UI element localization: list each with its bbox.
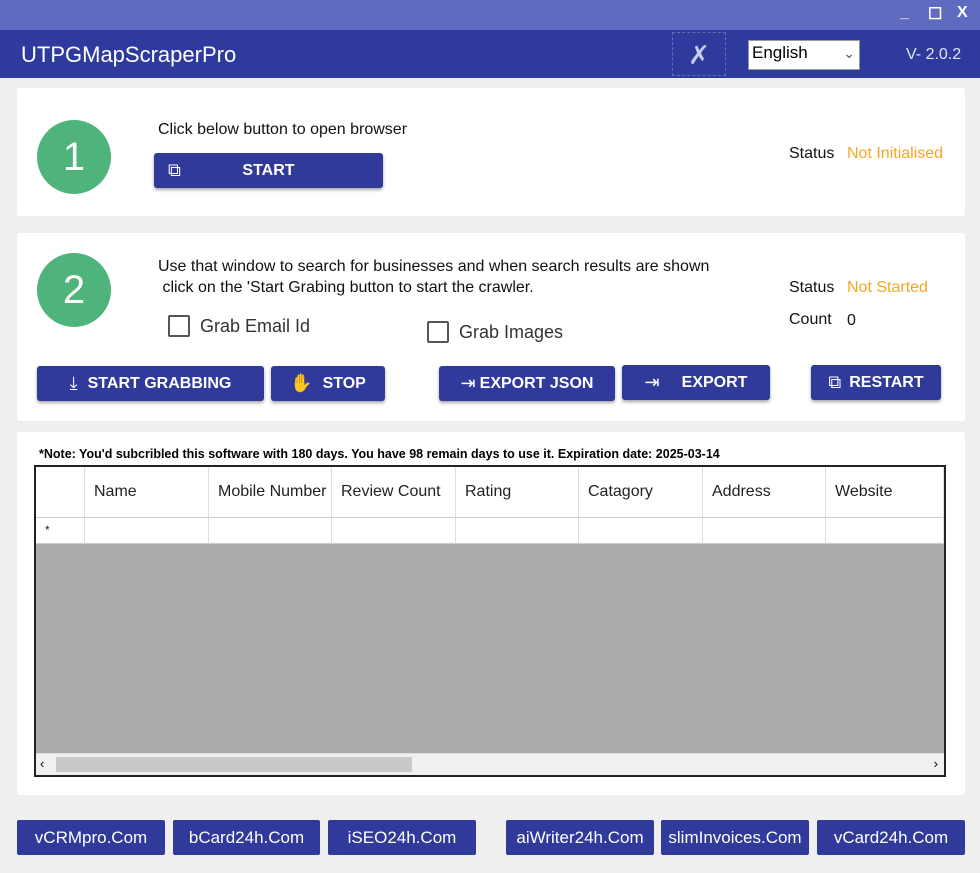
minimize-button[interactable]: _ (900, 4, 909, 21)
step2-badge: 2 (37, 253, 111, 327)
column-header-rating[interactable]: Rating (456, 467, 579, 518)
open-external-icon: ⧉ (828, 372, 842, 392)
stop-button[interactable]: ✋ STOP (271, 366, 385, 401)
status-label: Status (789, 279, 835, 296)
link-vcrmpro[interactable]: vCRMpro.Com (17, 820, 165, 855)
table-cell[interactable] (85, 518, 209, 544)
start-button[interactable]: ⧉ START (154, 153, 383, 188)
horizontal-scrollbar[interactable]: ‹ › (36, 753, 944, 775)
column-header-mobile[interactable]: Mobile Number (209, 467, 332, 518)
close-button[interactable]: X (957, 4, 968, 21)
maximize-button[interactable]: ☐ (928, 6, 943, 23)
step2-panel: 2 Use that window to search for business… (17, 233, 965, 421)
download-tray-icon: ⤓ (69, 373, 78, 393)
column-header-review-count[interactable]: Review Count (332, 467, 456, 518)
restart-label: RESTART (849, 373, 924, 391)
scroll-left-icon[interactable]: ‹ (40, 756, 45, 771)
export-json-label: EXPORT JSON (479, 374, 594, 392)
table-cell[interactable] (826, 518, 944, 544)
language-select[interactable]: English ⌄ (748, 40, 860, 70)
start-grabbing-button[interactable]: ⤓ START GRABBING (37, 366, 264, 401)
table-cell[interactable] (209, 518, 332, 544)
link-sliminvoices[interactable]: slimInvoices.Com (661, 820, 809, 855)
column-header-website[interactable]: Website (826, 467, 944, 518)
table-cell[interactable] (332, 518, 456, 544)
grab-images-label: Grab Images (459, 322, 564, 342)
step1-panel: 1 Click below button to open browser ⧉ ST… (17, 88, 965, 216)
start-grabbing-label: START GRABBING (87, 374, 232, 392)
export-icon: ⇥ (460, 373, 476, 393)
table-cell[interactable] (456, 518, 579, 544)
subscription-note: *Note: You'd subcribled this software wi… (39, 447, 720, 461)
grab-email-checkbox[interactable] (168, 315, 190, 337)
results-table[interactable]: Name Mobile Number Review Count Rating C… (34, 465, 946, 777)
export-button[interactable]: ⇥ EXPORT (622, 365, 770, 400)
link-bcard24h[interactable]: bCard24h.Com (173, 820, 320, 855)
scrollbar-thumb[interactable] (56, 757, 412, 772)
version-label: V- 2.0.2 (906, 46, 962, 63)
open-external-icon: ⧉ (168, 160, 181, 180)
window-titlebar: _ ☐ X (0, 0, 980, 30)
settings-tools-icon[interactable]: ✗ (672, 32, 726, 76)
link-aiwriter24h[interactable]: aiWriter24h.Com (506, 820, 654, 855)
corner-cell (36, 467, 85, 518)
chevron-down-icon: ⌄ (843, 45, 855, 61)
step2-instruction-1: Use that window to search for businesses… (158, 258, 710, 275)
scroll-right-icon[interactable]: › (933, 756, 938, 771)
new-row-marker: * (36, 518, 85, 544)
export-icon: ⇥ (644, 372, 660, 392)
restart-button[interactable]: ⧉ RESTART (811, 365, 941, 400)
language-value: English (752, 43, 808, 62)
grab-images-checkbox[interactable] (427, 321, 449, 343)
export-label: EXPORT (681, 373, 748, 391)
table-cell[interactable] (703, 518, 826, 544)
step1-badge: 1 (37, 120, 111, 194)
export-json-button[interactable]: ⇥ EXPORT JSON (439, 366, 615, 401)
status-value: Not Initialised (847, 145, 944, 162)
hand-icon: ✋ (290, 373, 313, 393)
link-vcard24h[interactable]: vCard24h.Com (817, 820, 965, 855)
count-label: Count (789, 311, 832, 328)
link-iseo24h[interactable]: iSEO24h.Com (328, 820, 476, 855)
grab-email-label: Grab Email Id (200, 316, 311, 336)
status-value: Not Started (847, 279, 928, 296)
step1-instruction: Click below button to open browser (158, 121, 408, 138)
start-label: START (242, 161, 295, 179)
status-label: Status (789, 145, 835, 162)
stop-label: STOP (322, 374, 366, 392)
count-value: 0 (847, 312, 856, 329)
column-header-name[interactable]: Name (85, 467, 209, 518)
app-header: UTPGMapScraperPro ✗ English ⌄ V- 2.0.2 (0, 30, 980, 78)
app-title: UTPGMapScraperPro (21, 42, 237, 67)
step2-instruction-2: click on the 'Start Grabing button to st… (158, 279, 534, 296)
column-header-category[interactable]: Catagory (579, 467, 703, 518)
table-cell[interactable] (579, 518, 703, 544)
column-header-address[interactable]: Address (703, 467, 826, 518)
